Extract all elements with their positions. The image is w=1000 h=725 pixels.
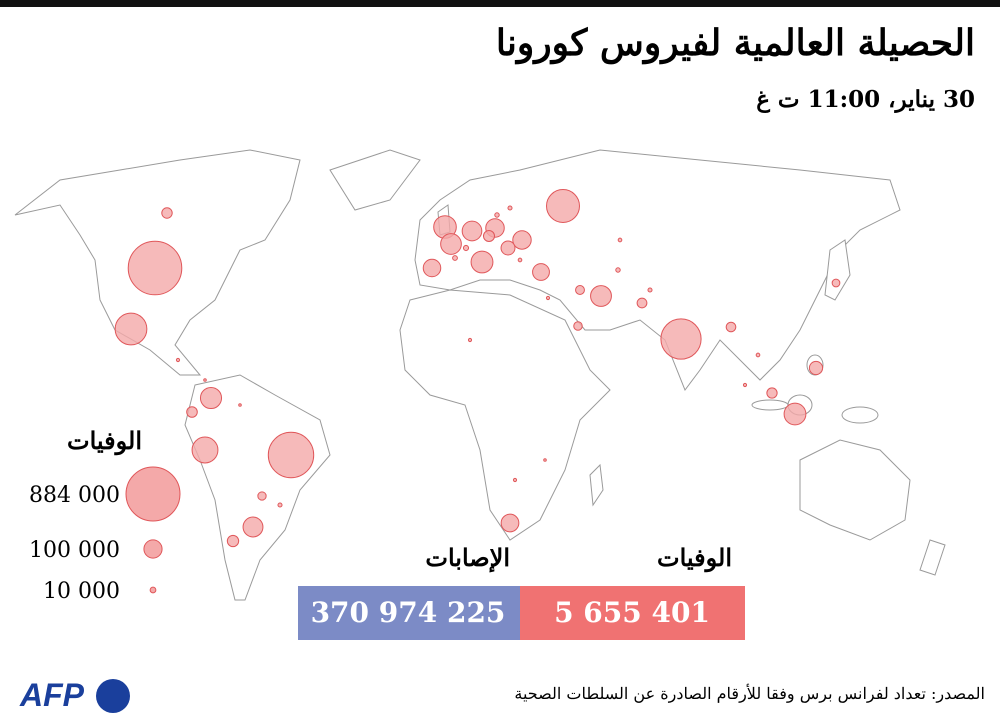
death-bubble — [277, 502, 283, 508]
death-bubble — [647, 287, 653, 293]
death-bubble — [660, 318, 702, 360]
death-bubble — [482, 229, 496, 243]
death-bubble — [203, 378, 207, 382]
legend-label: 884 000 — [29, 483, 120, 508]
death-bubble — [161, 207, 173, 219]
death-bubble — [114, 312, 148, 346]
death-bubble — [512, 477, 518, 483]
death-bubble — [470, 250, 494, 274]
legend-label: 100 000 — [29, 538, 120, 563]
total-name: الإصابات — [425, 543, 510, 572]
death-bubble — [517, 257, 523, 263]
death-bubble — [226, 534, 240, 548]
legend-label: 10 000 — [43, 579, 120, 604]
death-bubble — [500, 513, 520, 533]
death-bubble — [755, 352, 761, 358]
death-bubble — [545, 295, 551, 301]
subtitle: 30 يناير، 11:00 ت غ — [756, 86, 975, 113]
death-bubble — [500, 240, 516, 256]
death-bubble — [808, 360, 824, 376]
death-bubble — [590, 285, 612, 307]
logo: AFP — [20, 677, 84, 713]
death-bubble — [440, 233, 462, 255]
death-bubble — [422, 258, 442, 278]
landmass — [14, 149, 946, 601]
legend: 884 000 100 000 10 000 — [29, 466, 181, 604]
source: المصدر: تعداد لفرانس برس وفقا للأرقام ال… — [514, 684, 985, 703]
totals: 370 974 225 5 655 401 — [298, 586, 745, 640]
total-name: الوفيات — [657, 543, 732, 572]
legend-bubble — [143, 539, 163, 559]
legend-bubble — [125, 466, 181, 522]
legend-bubble — [149, 586, 157, 594]
death-bubble — [467, 337, 473, 343]
total-value: 370 974 225 — [311, 596, 506, 629]
death-bubble — [543, 458, 547, 462]
total-box — [520, 586, 745, 640]
logo-circle — [96, 679, 130, 713]
death-bubble — [742, 382, 748, 388]
death-bubble — [127, 240, 183, 296]
death-bubble — [452, 255, 458, 261]
legend-title: الوفيات — [67, 426, 142, 455]
title: الحصيلة العالمية لفيروس كورونا — [495, 22, 975, 64]
death-bubble — [573, 321, 583, 331]
death-bubble — [199, 386, 223, 410]
top-bar — [0, 0, 1000, 7]
death-bubble — [175, 357, 181, 363]
death-bubble — [238, 403, 242, 407]
bubbles — [114, 189, 841, 548]
death-bubble — [532, 263, 550, 281]
death-bubble — [636, 297, 648, 309]
total-box — [298, 586, 520, 640]
death-bubble — [512, 230, 532, 250]
death-bubble — [267, 431, 315, 479]
total-value: 5 655 401 — [554, 596, 710, 629]
death-bubble — [191, 436, 219, 464]
death-bubble — [507, 205, 513, 211]
death-bubble — [725, 321, 737, 333]
death-bubble — [575, 285, 585, 295]
death-bubble — [615, 267, 621, 273]
death-bubble — [766, 387, 778, 399]
death-bubble — [462, 244, 470, 252]
death-bubble — [186, 406, 198, 418]
death-bubble — [831, 278, 841, 288]
death-bubble — [461, 220, 483, 242]
death-bubble — [494, 212, 500, 218]
death-bubble — [617, 237, 623, 243]
death-bubble — [546, 189, 580, 223]
death-bubble — [783, 402, 807, 426]
death-bubble — [257, 491, 267, 501]
death-bubble — [242, 516, 264, 538]
